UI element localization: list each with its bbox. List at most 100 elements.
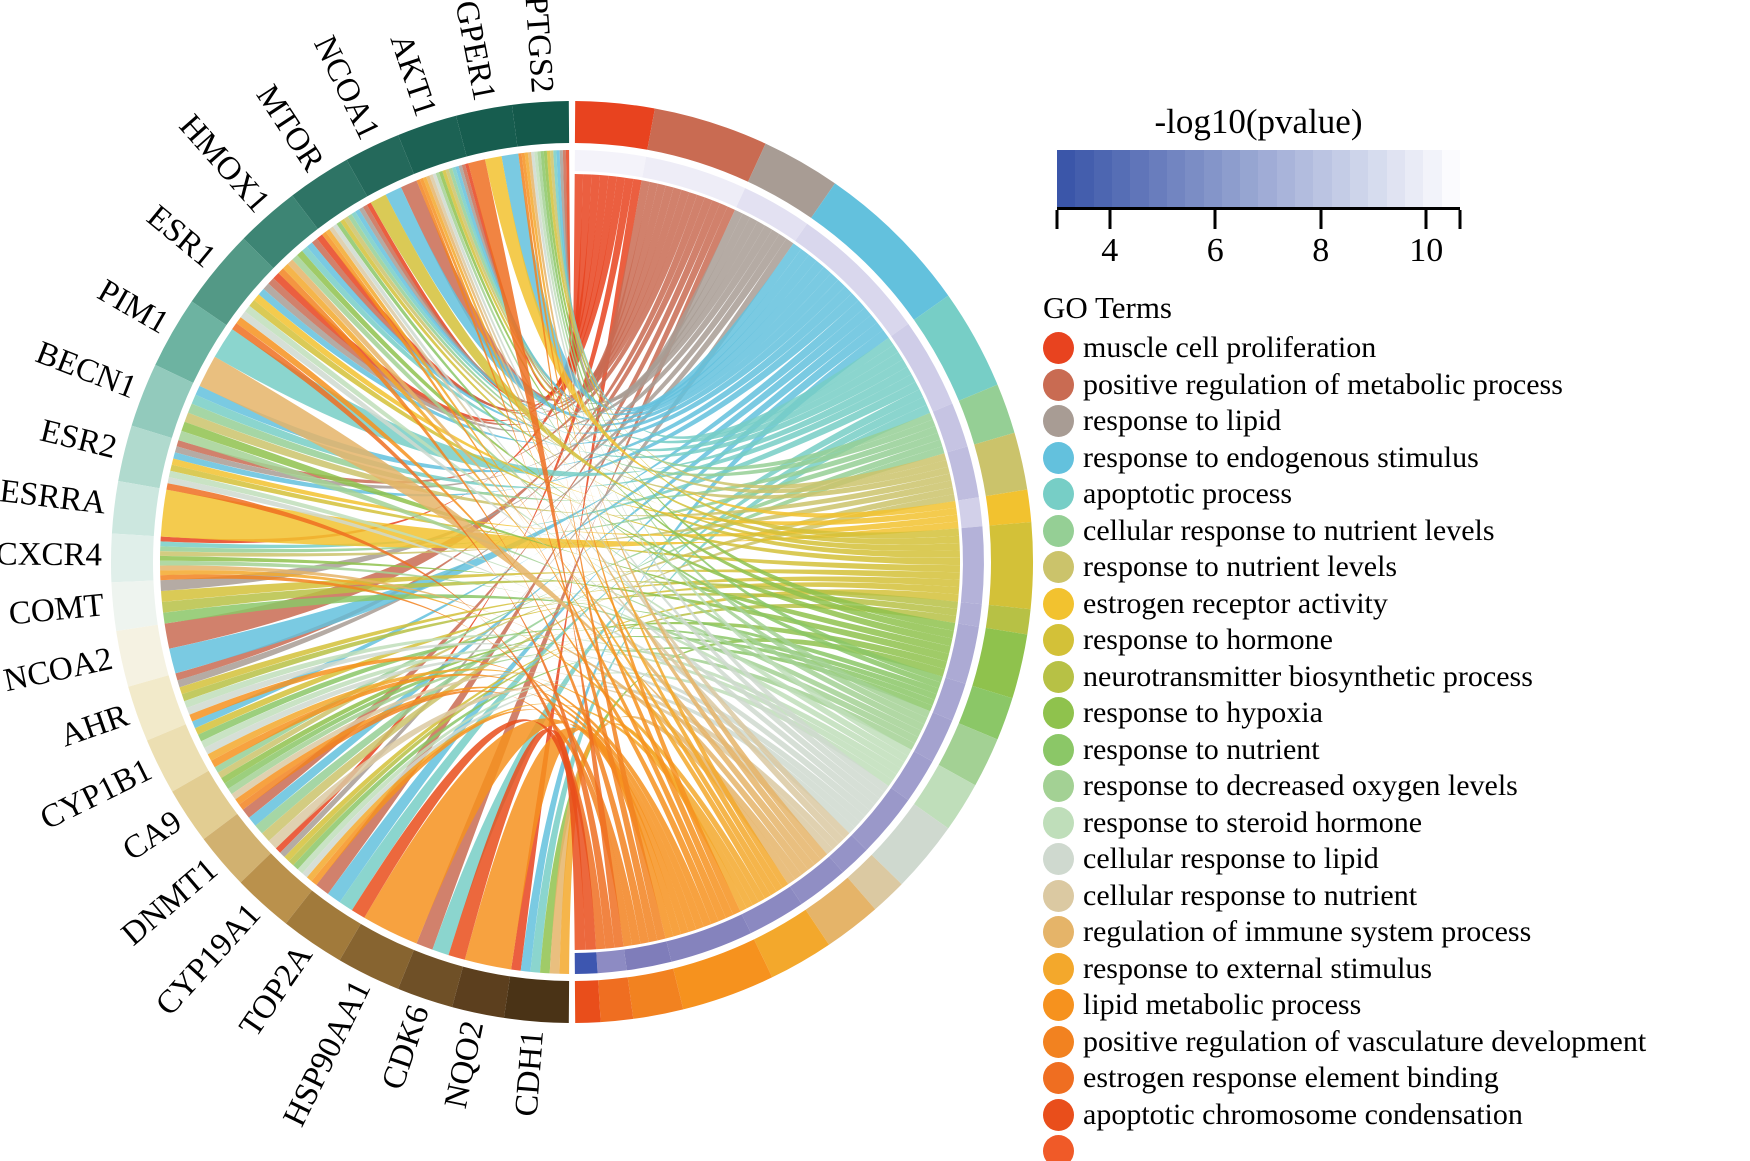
legend-item-label: estrogen receptor activity (1083, 586, 1388, 620)
legend-swatch-icon (1043, 1025, 1074, 1058)
legend-swatch-icon (1043, 587, 1074, 620)
legend-item-label: estrogen response element binding (1083, 1061, 1499, 1095)
colorbar-step (1295, 149, 1314, 207)
legend-swatch-icon (1043, 1098, 1074, 1131)
colorbar-tick-label: 10 (1409, 231, 1444, 269)
legend-item-label: response to endogenous stimulus (1083, 440, 1479, 474)
pvalue-ring-segment (666, 914, 751, 962)
colorbar-step (1130, 149, 1149, 207)
colorbar-step (1331, 149, 1350, 207)
legend-item-label: muscle cell proliferation (1083, 331, 1377, 365)
legend-item-4: apoptotic process (1043, 476, 1646, 513)
gene-arc-NCOA2 (116, 624, 169, 687)
legend-swatch-icon (1043, 1062, 1074, 1095)
legend-swatch-icon (1043, 660, 1074, 693)
legend-item-16: regulation of immune system process (1043, 914, 1646, 951)
chord-ribbon (464, 727, 674, 970)
legend-item-label: apoptotic process (1083, 477, 1293, 511)
gene-arc-AHR (128, 675, 186, 741)
gene-arcs (110, 101, 570, 1023)
colorbar-step (1404, 149, 1424, 207)
chord-ribbon (537, 151, 931, 718)
colorbar-tick (1055, 209, 1059, 229)
legend-swatch-icon (1043, 405, 1074, 438)
gene-arc-CA9 (172, 770, 238, 840)
chord-ribbon (359, 207, 758, 414)
legend-item-label: response to hormone (1083, 623, 1333, 657)
legend-item-label: regulation of immune system process (1083, 915, 1532, 949)
chord-ribbon (181, 421, 951, 654)
chord-ribbon (419, 177, 734, 919)
legend-item-0: muscle cell proliferation (1043, 330, 1646, 367)
pvalue-ring-segment (851, 787, 909, 850)
colorbar-tick-label: 6 (1206, 231, 1224, 269)
gene-label-MTOR: MTOR (249, 79, 331, 178)
chord-ribbon (468, 159, 624, 948)
colorbar-step (1276, 149, 1296, 207)
legend-swatch-icon (1043, 332, 1074, 365)
legend-item-15: cellular response to nutrient (1043, 878, 1646, 915)
colorbar-step (1148, 149, 1167, 207)
pvalue-ring-segment (596, 949, 627, 974)
colorbar-step (1386, 149, 1405, 207)
legend-item-13: response to steroid hormone (1043, 805, 1646, 842)
colorbar-tick (1319, 209, 1323, 229)
colorbar-gradient (1057, 149, 1460, 207)
gene-arc-BECN1 (131, 364, 194, 438)
go-arc-8 (988, 522, 1034, 610)
go-arc-7 (985, 489, 1032, 526)
legend-item-6: response to nutrient levels (1043, 549, 1646, 586)
legend-item-5: cellular response to nutrient levels (1043, 513, 1646, 550)
go-arc-11 (958, 685, 1013, 740)
chord-ribbon (258, 279, 846, 445)
legend-item-12: response to decreased oxygen levels (1043, 768, 1646, 805)
pvalue-ring-segment (945, 623, 979, 684)
gene-label-TOP2A: TOP2A (233, 939, 320, 1044)
legend-title: GO Terms (1043, 290, 1172, 325)
legend-swatch-icon (1043, 879, 1074, 912)
colorbar-tick-label: 8 (1312, 231, 1330, 269)
gene-label-NQO2: NQO2 (438, 1018, 491, 1112)
gene-arc-CYP1B1 (147, 724, 209, 792)
gene-arc-ESR2 (118, 425, 172, 489)
gene-arc-PTGS2 (511, 101, 570, 147)
legend-item-1: positive regulation of metabolic process (1043, 367, 1646, 404)
colorbar-step (1350, 149, 1369, 207)
pvalue-ring-segment (958, 602, 982, 627)
legend-item-label: response to steroid hormone (1083, 805, 1423, 839)
chord-ribbon (416, 179, 658, 943)
gene-label-COMT: COMT (7, 587, 105, 632)
chord-ribbon (401, 180, 666, 401)
legend-item-label: cellular response to lipid (1083, 842, 1379, 876)
gene-label-CXCR4: CXCR4 (0, 536, 102, 573)
legend-item-14: cellular response to lipid (1043, 841, 1646, 878)
colorbar-axis: 4 6 8 10 (1055, 206, 1462, 269)
colorbar-tick (1458, 209, 1462, 229)
legend-swatch-icon (1043, 624, 1074, 657)
legend-swatch-icon (1043, 514, 1074, 547)
gene-label-AKT1: AKT1 (383, 30, 444, 121)
legend-item-label: response to lipid (1083, 404, 1282, 438)
gene-label-CDH1: CDH1 (509, 1029, 552, 1118)
go-arc-6 (974, 432, 1028, 497)
gene-label-CDK6: CDK6 (375, 1001, 437, 1094)
legend-item-label: apoptotic chromosome condensation (1083, 1097, 1523, 1131)
gene-arc-TOP2A (285, 890, 361, 961)
legend-item-11: response to nutrient (1043, 732, 1646, 769)
colorbar-step (1240, 149, 1259, 207)
chord-ribbon (559, 150, 743, 401)
chord-ribbon (364, 718, 682, 944)
legend-item-label: response to nutrient levels (1083, 550, 1398, 584)
legend-swatch-icon (1043, 843, 1074, 876)
pvalue-ring-segment (624, 941, 672, 971)
gene-label-CA9: CA9 (116, 804, 188, 868)
pvalue-ring-segment (574, 952, 598, 974)
go-arc-12 (938, 723, 998, 786)
legend-item-label: cellular response to nutrient (1083, 878, 1418, 912)
gene-label-ESR2: ESR2 (37, 413, 120, 466)
pvalue-ring-segment (891, 323, 953, 412)
legend-item-truncated (1043, 1133, 1646, 1161)
legend-item-label: lipid metabolic process (1083, 988, 1362, 1022)
legend-swatch-icon (1043, 989, 1074, 1022)
